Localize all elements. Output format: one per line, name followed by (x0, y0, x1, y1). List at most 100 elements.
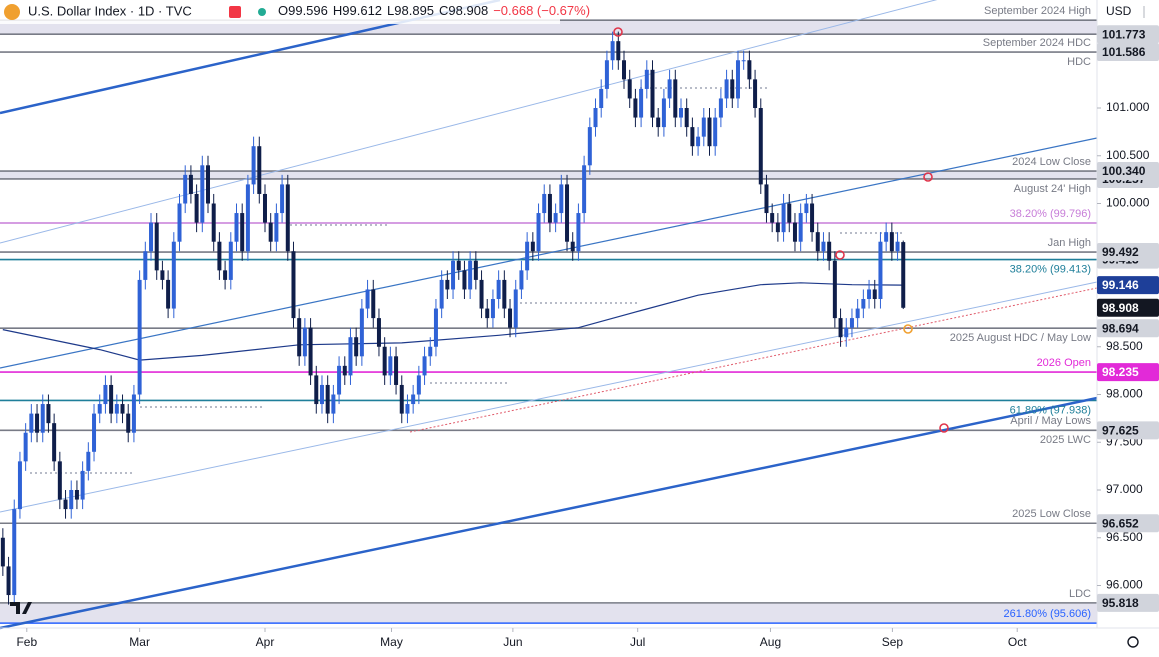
candle-body (359, 308, 364, 357)
price-tags: 101.586101.773100.257100.34099.41399.492… (1097, 25, 1159, 612)
candle-body (114, 404, 119, 414)
candle-body (525, 241, 530, 271)
price-tag (1097, 25, 1159, 44)
candle-body (502, 279, 507, 309)
candle-body (622, 60, 627, 80)
candle-body (764, 184, 769, 214)
price-tag-label: 99.492 (1102, 245, 1139, 259)
candle-body (394, 356, 399, 385)
candle-body (821, 241, 826, 252)
candle-body (439, 279, 444, 309)
candle-body (428, 346, 433, 357)
candle-body (616, 41, 621, 61)
candle-body (171, 241, 176, 309)
candle-body (411, 394, 416, 405)
trend-line (0, 0, 938, 244)
candle-body (468, 260, 473, 290)
levels (0, 19, 1097, 624)
candle-body (302, 327, 307, 357)
candle-body (770, 213, 775, 223)
level-label: 38.20% (99.796) (1010, 208, 1091, 220)
candle-body (211, 203, 216, 242)
price-tag (1097, 319, 1159, 338)
level-label: 2026 Open (1037, 357, 1091, 369)
y-tick-label: 100.000 (1106, 196, 1150, 210)
candle-body (29, 413, 34, 433)
x-tick-label: Feb (16, 635, 37, 649)
marker (613, 27, 623, 37)
candle-body (422, 356, 427, 376)
candle-body (69, 490, 74, 510)
candle-body (827, 241, 832, 261)
logo (10, 602, 32, 614)
settings-icon[interactable] (1127, 636, 1139, 648)
header: U.S. Dollar Index · 1D · TVC O99.596 H99.… (0, 0, 1145, 24)
candle-body (576, 213, 581, 252)
ohlc-item: H99.612 (333, 3, 382, 18)
ohlc-item: C98.908 (439, 3, 488, 18)
tv-logo (10, 602, 32, 614)
trend-line (0, 281, 1098, 513)
candle-body (889, 232, 894, 252)
candle-body (274, 213, 279, 242)
candle-body (884, 232, 889, 242)
candle-body (855, 308, 860, 319)
price-tag (1097, 593, 1159, 612)
candle-body (553, 213, 558, 223)
candle-body (804, 203, 809, 214)
candle-body (52, 423, 57, 462)
candle-body (844, 327, 849, 338)
candle-body (154, 222, 159, 271)
candle-body (382, 346, 387, 376)
candle-body (92, 413, 97, 452)
candle-body (325, 384, 330, 414)
price-tag (1097, 421, 1159, 440)
candle-body (798, 213, 803, 242)
price-tag-label: 100.340 (1102, 164, 1146, 178)
candle-body (735, 60, 740, 99)
candle-body (337, 365, 342, 395)
candle-body (109, 384, 114, 414)
candle-body (536, 213, 541, 252)
candle-body (388, 356, 393, 376)
candle-body (832, 260, 837, 319)
candle-body (861, 299, 866, 309)
level-label: HDC (1067, 56, 1091, 68)
candle-body (297, 318, 302, 357)
candle-body (713, 117, 718, 147)
zone (0, 602, 1097, 624)
candle-body (542, 193, 547, 214)
candle-body (160, 270, 165, 280)
candle-body (399, 384, 404, 414)
candle-body (810, 203, 815, 233)
candle-body (684, 108, 689, 128)
candle-body (724, 79, 729, 99)
candle-body (308, 327, 313, 376)
level-label: 2025 LWC (1040, 434, 1091, 446)
price-tag-label: 96.652 (1102, 516, 1139, 530)
candle-body (177, 203, 182, 242)
candle-body (701, 117, 706, 137)
candle-body (251, 146, 256, 185)
candle-body (262, 193, 267, 223)
candle-body (35, 413, 40, 433)
candle-body (667, 79, 672, 99)
candle-body (188, 174, 193, 194)
y-tick-label: 98.000 (1106, 387, 1143, 401)
candle-body (268, 222, 273, 242)
candle-body (753, 79, 758, 109)
y-tick-label: 96.500 (1106, 530, 1143, 544)
candle-body (80, 470, 85, 500)
candle-body (12, 509, 17, 596)
candle-body (143, 251, 148, 280)
candle-body (867, 289, 872, 300)
trend-lines (0, 0, 1098, 630)
candle-body (792, 222, 797, 242)
level-label: April / May Lows (1010, 415, 1091, 427)
level-label: 2025 August HDC / May Low (950, 332, 1091, 344)
level-label: September 2024 HDC (983, 37, 1091, 49)
candle-body (479, 279, 484, 309)
candle-body (319, 384, 324, 405)
candle-body (40, 404, 45, 433)
